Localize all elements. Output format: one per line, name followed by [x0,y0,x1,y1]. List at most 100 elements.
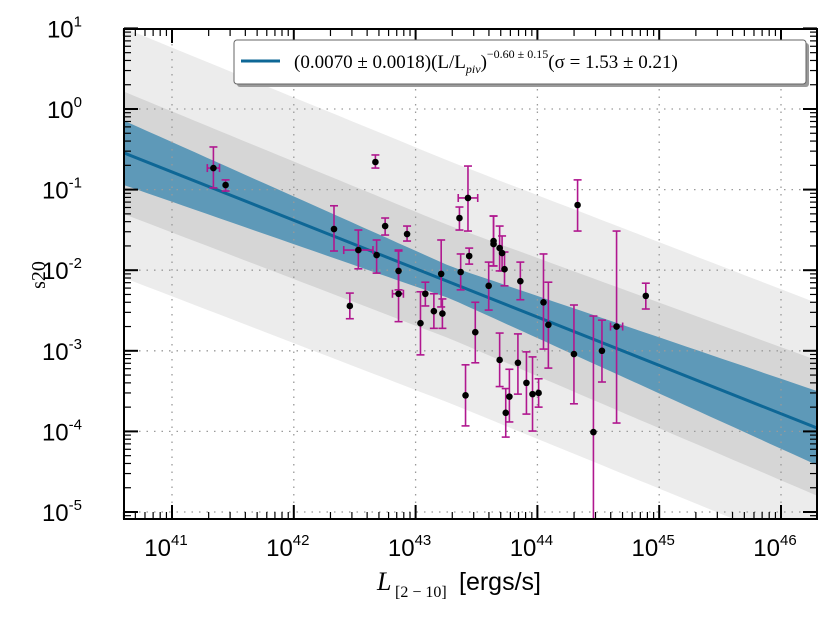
y-tick-label: 10-4 [42,416,82,446]
data-point [346,302,354,310]
x-tick-base: 10 [753,535,780,562]
y-tick-base: 10 [47,16,74,43]
data-point [381,222,389,230]
data-point [464,194,472,202]
data-point [330,225,338,233]
data-point [373,251,380,259]
data-point [590,428,597,436]
data-point [535,389,542,397]
y-tick-label: 10-1 [42,175,82,205]
plot-frame [123,28,818,520]
data-point [471,328,479,336]
x-tick-label: 1046 [753,532,796,562]
y-tick-exponent: -1 [69,175,82,192]
x-tick-label: 1042 [266,532,309,562]
x-tick-base: 10 [388,535,415,562]
data-points [210,158,650,436]
y-tick-exponent: -5 [69,497,82,514]
x-axis-label: L [2 − 10] [ergs/s] [376,567,541,601]
data-point [462,392,469,399]
x-tick-label: 1043 [388,532,431,562]
y-tick-exponent: -2 [69,255,82,272]
data-point [422,290,429,298]
x-axis-label-symbol: L [376,567,391,596]
y-tick-exponent: -3 [69,336,82,353]
data-point [498,249,506,257]
data-point [457,268,464,276]
y-axis-label: s20 [28,261,50,289]
data-point [456,214,463,222]
x-tick-base: 10 [266,535,293,562]
data-point [514,359,522,367]
y-tick-exponent: 1 [74,13,82,30]
data-point [517,277,524,285]
y-tick-base: 10 [47,97,74,124]
legend-label: (0.0070 ± 0.0018)(L/Lpiv)−0.60 ± 0.15(σ … [294,47,678,76]
data-point [439,310,446,317]
data-point [395,267,402,275]
data-point [523,379,530,387]
x-tick-exponent: 42 [293,532,310,549]
data-point [574,201,581,209]
data-point [417,319,424,327]
data-point [430,307,438,315]
x-tick-exponent: 45 [658,532,675,549]
grid-lines [124,29,817,519]
data-point [506,393,513,400]
legend: (0.0070 ± 0.0018)(L/Lpiv)−0.60 ± 0.15(σ … [233,39,809,87]
y-tick-exponent: 0 [74,94,82,111]
error-bar [589,315,598,519]
data-point [490,240,497,248]
y-tick-label: 10-3 [42,336,82,366]
minor-ticks [122,29,817,519]
data-point [613,323,620,330]
x-tick-label: 1044 [510,532,553,562]
data-point [540,298,547,306]
data-point [222,181,229,189]
y-tick-label: 10-2 [42,255,82,285]
y-tick-label: 101 [47,13,82,43]
data-point [403,230,411,238]
data-point [210,164,217,172]
data-point [501,265,508,273]
x-tick-label: 1041 [144,532,187,562]
x-axis-label-unit: [ergs/s] [459,568,541,596]
legend-box [233,39,807,85]
x-tick-labels: 1041 1042 1043 1044 1045 1046 [144,532,796,562]
x-tick-base: 10 [510,535,537,562]
y-tick-base: 10 [42,500,69,527]
fit-line [124,151,817,430]
x-tick-base: 10 [632,535,659,562]
data-point [485,282,492,290]
data-point [529,390,536,398]
y-tick-label: 10-5 [42,497,82,527]
data-point [570,350,578,358]
x-tick-label: 1045 [632,532,675,562]
fit-line-group [124,151,817,430]
x-tick-exponent: 46 [780,532,797,549]
x-tick-base: 10 [144,535,171,562]
data-point [465,252,473,260]
data-point [395,290,402,298]
major-ticks [124,27,817,519]
y-tick-base: 10 [42,419,69,446]
data-point [545,321,552,329]
data-point [437,270,445,278]
data-point [355,246,362,254]
x-tick-exponent: 41 [171,532,188,549]
y-tick-base: 10 [42,339,69,366]
confidence-bands [124,29,817,519]
data-point [502,409,510,417]
x-axis-label-subscript: [2 − 10] [395,584,447,601]
data-point [642,292,650,300]
data-point [598,347,606,355]
y-tick-label: 100 [47,94,82,124]
data-point [372,158,379,166]
band-fit-uncertainty [124,120,817,466]
x-tick-exponent: 43 [415,532,432,549]
y-tick-exponent: -4 [69,416,82,433]
y-tick-base: 10 [42,258,69,285]
data-point [496,356,503,364]
